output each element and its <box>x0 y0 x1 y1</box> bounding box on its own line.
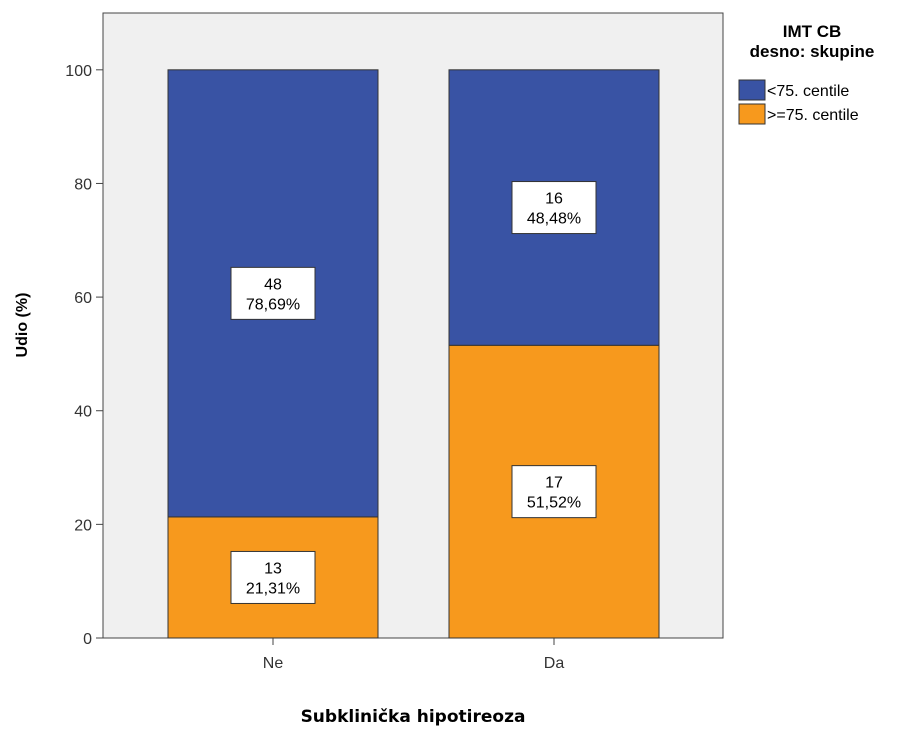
data-label-box <box>230 266 316 320</box>
legend-swatch <box>738 103 766 125</box>
data-label-count: 13 <box>264 560 282 577</box>
data-label-percent: 48,48% <box>527 211 581 228</box>
bar-labels: 13 21,31% 48 78,69% 17 51,52% 16 48,48% <box>230 181 597 604</box>
data-label-box <box>511 465 597 519</box>
data-label-count: 48 <box>264 276 282 293</box>
y-tick-label: 0 <box>83 631 92 648</box>
y-axis-title: Udio (%) <box>14 293 31 358</box>
data-label-percent: 51,52% <box>527 495 581 512</box>
data-label-percent: 78,69% <box>246 296 300 313</box>
data-label-box <box>230 550 316 604</box>
y-tick-label: 100 <box>65 63 92 80</box>
legend: IMT CB desno: skupine <75. centile >=75. … <box>738 22 875 125</box>
legend-label: >=75. centile <box>767 107 859 124</box>
bar-data-label: 17 51,52% <box>511 465 597 519</box>
legend-title-line-2: desno: skupine <box>750 42 875 61</box>
y-tick-label: 60 <box>74 290 92 307</box>
y-tick-label: 40 <box>74 404 92 421</box>
x-axis-title: Subklinička hipotireoza <box>301 707 526 727</box>
x-tick-label: Ne <box>263 655 284 672</box>
legend-swatch <box>738 79 766 101</box>
x-tick-label: Da <box>544 655 565 672</box>
data-label-box <box>511 181 597 235</box>
y-tick-label: 20 <box>74 517 92 534</box>
legend-entry: <75. centile <box>738 79 849 101</box>
bar-data-label: 16 48,48% <box>511 181 597 235</box>
y-tick-label: 80 <box>74 176 92 193</box>
bar-data-label: 48 78,69% <box>230 266 316 320</box>
legend-title-line-1: IMT CB <box>783 22 842 41</box>
y-axis-ticks: 0 20 40 60 80 100 <box>65 63 103 648</box>
legend-entries: <75. centile >=75. centile <box>738 79 859 125</box>
x-axis-ticks: Ne Da <box>263 638 565 672</box>
data-label-percent: 21,31% <box>246 580 300 597</box>
data-label-count: 17 <box>545 475 563 492</box>
legend-label: <75. centile <box>767 83 849 100</box>
legend-entry: >=75. centile <box>738 103 859 125</box>
data-label-count: 16 <box>545 191 563 208</box>
bar-data-label: 13 21,31% <box>230 550 316 604</box>
